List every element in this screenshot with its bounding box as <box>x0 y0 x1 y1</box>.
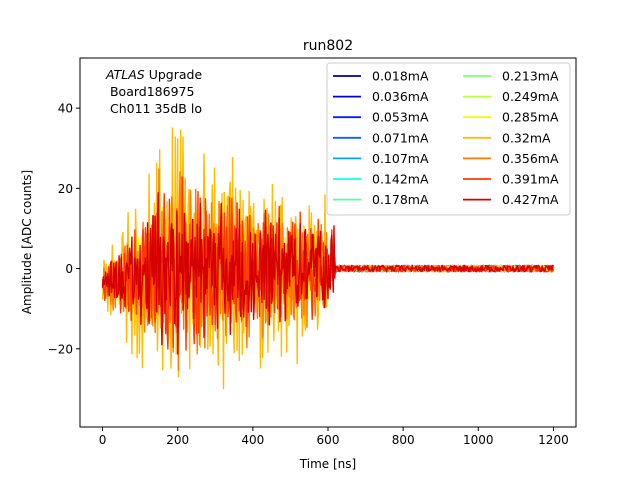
legend-label: 0.053mA <box>372 110 429 125</box>
legend-label: 0.32mA <box>502 130 551 145</box>
atlas-annotation: ATLAS Upgrade Board186975 Ch011 35dB lo <box>105 67 202 116</box>
x-axis-label: Time [ns] <box>299 457 356 471</box>
legend: 0.018mA 0.036mA 0.053mA 0.071mA 0.107mA 0.142… <box>326 62 571 216</box>
upgrade-label: Upgrade <box>145 67 203 82</box>
y-tick-label: 0 <box>65 262 73 276</box>
series-layer <box>101 127 555 390</box>
x-tick-label: 1200 <box>538 433 569 447</box>
y-tick-label: −20 <box>48 342 73 356</box>
x-tick-label: 400 <box>241 433 264 447</box>
y-tick-label: 40 <box>58 102 73 116</box>
chart-title: run802 <box>303 38 353 54</box>
legend-label: 0.391mA <box>502 172 559 187</box>
atlas-label: ATLAS <box>105 67 145 82</box>
legend-box <box>326 62 571 216</box>
legend-label: 0.427mA <box>502 192 559 207</box>
board-label: Board186975 <box>106 84 194 99</box>
svg-text:ATLAS Upgrade: ATLAS Upgrade <box>105 67 202 82</box>
legend-label: 0.178mA <box>372 192 429 207</box>
x-tick-label: 0 <box>99 433 107 447</box>
legend-label: 0.142mA <box>372 172 429 187</box>
x-tick-label: 600 <box>317 433 340 447</box>
series-line <box>101 192 554 355</box>
channel-label: Ch011 35dB lo <box>106 101 202 116</box>
x-tick-label: 1000 <box>463 433 494 447</box>
x-axis-ticks: 0 200 400 600 800 1000 1200 <box>99 427 569 447</box>
legend-label: 0.071mA <box>372 130 429 145</box>
legend-label: 0.036mA <box>372 89 429 104</box>
legend-label: 0.249mA <box>502 89 559 104</box>
legend-label: 0.213mA <box>502 69 559 84</box>
legend-label: 0.285mA <box>502 110 559 125</box>
x-tick-label: 800 <box>392 433 415 447</box>
y-tick-label: 20 <box>58 182 73 196</box>
legend-label: 0.018mA <box>372 69 429 84</box>
x-tick-label: 200 <box>166 433 189 447</box>
y-axis-ticks: −20 0 20 40 <box>48 102 80 356</box>
y-axis-label: Amplitude [ADC counts] <box>20 170 34 314</box>
legend-label: 0.356mA <box>502 151 559 166</box>
legend-label: 0.107mA <box>372 151 429 166</box>
